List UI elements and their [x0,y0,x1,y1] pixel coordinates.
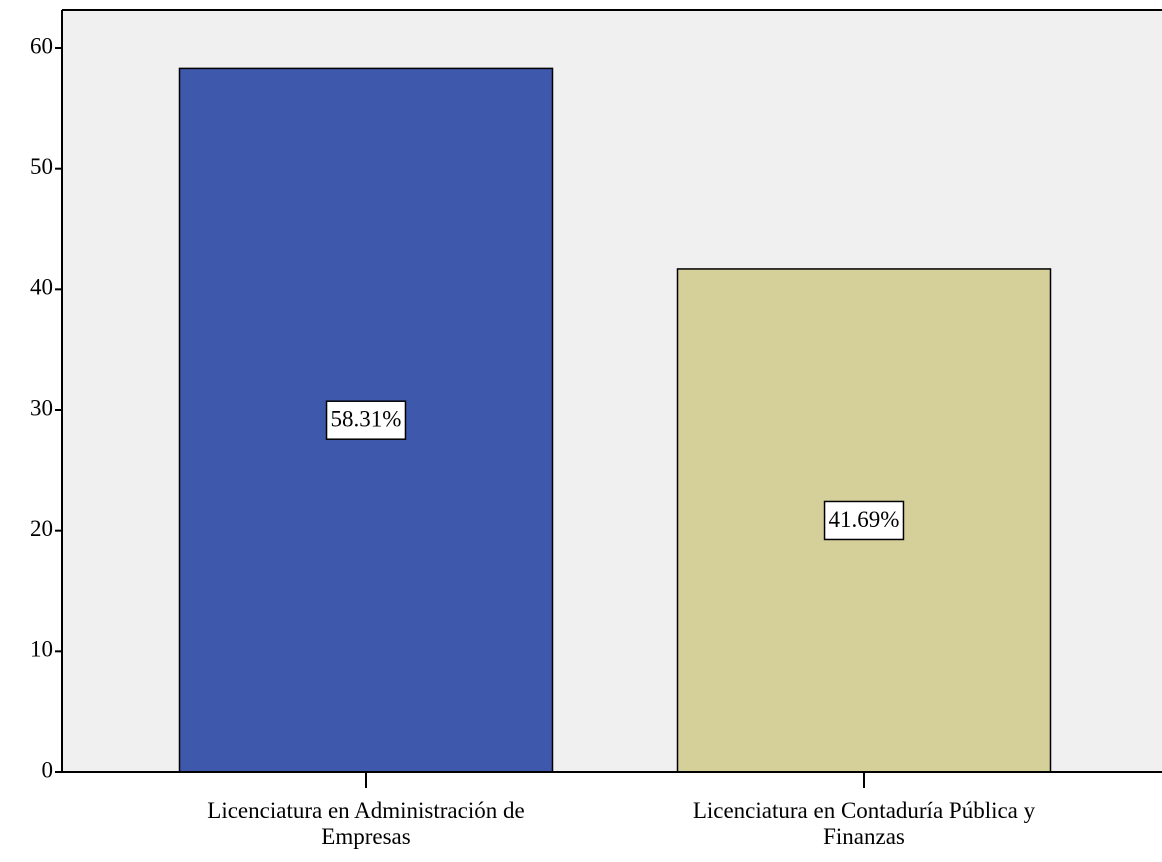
value-label: 58.31% [331,406,402,431]
x-tick-label: Licenciatura en Contaduría Pública y Fin… [692,798,1036,849]
y-tick-label: 20 [30,516,53,541]
y-tick-label: 10 [30,637,53,662]
x-tick-label: Licenciatura en Administración de Empres… [207,798,525,849]
y-tick-label: 0 [42,757,54,782]
y-tick-label: 40 [30,275,53,300]
y-tick-label: 60 [30,33,53,58]
value-label: 41.69% [829,507,900,532]
y-tick-label: 50 [30,154,53,179]
y-tick-label: 30 [30,395,53,420]
value-label-box [823,500,905,541]
value-label-box [325,400,407,440]
